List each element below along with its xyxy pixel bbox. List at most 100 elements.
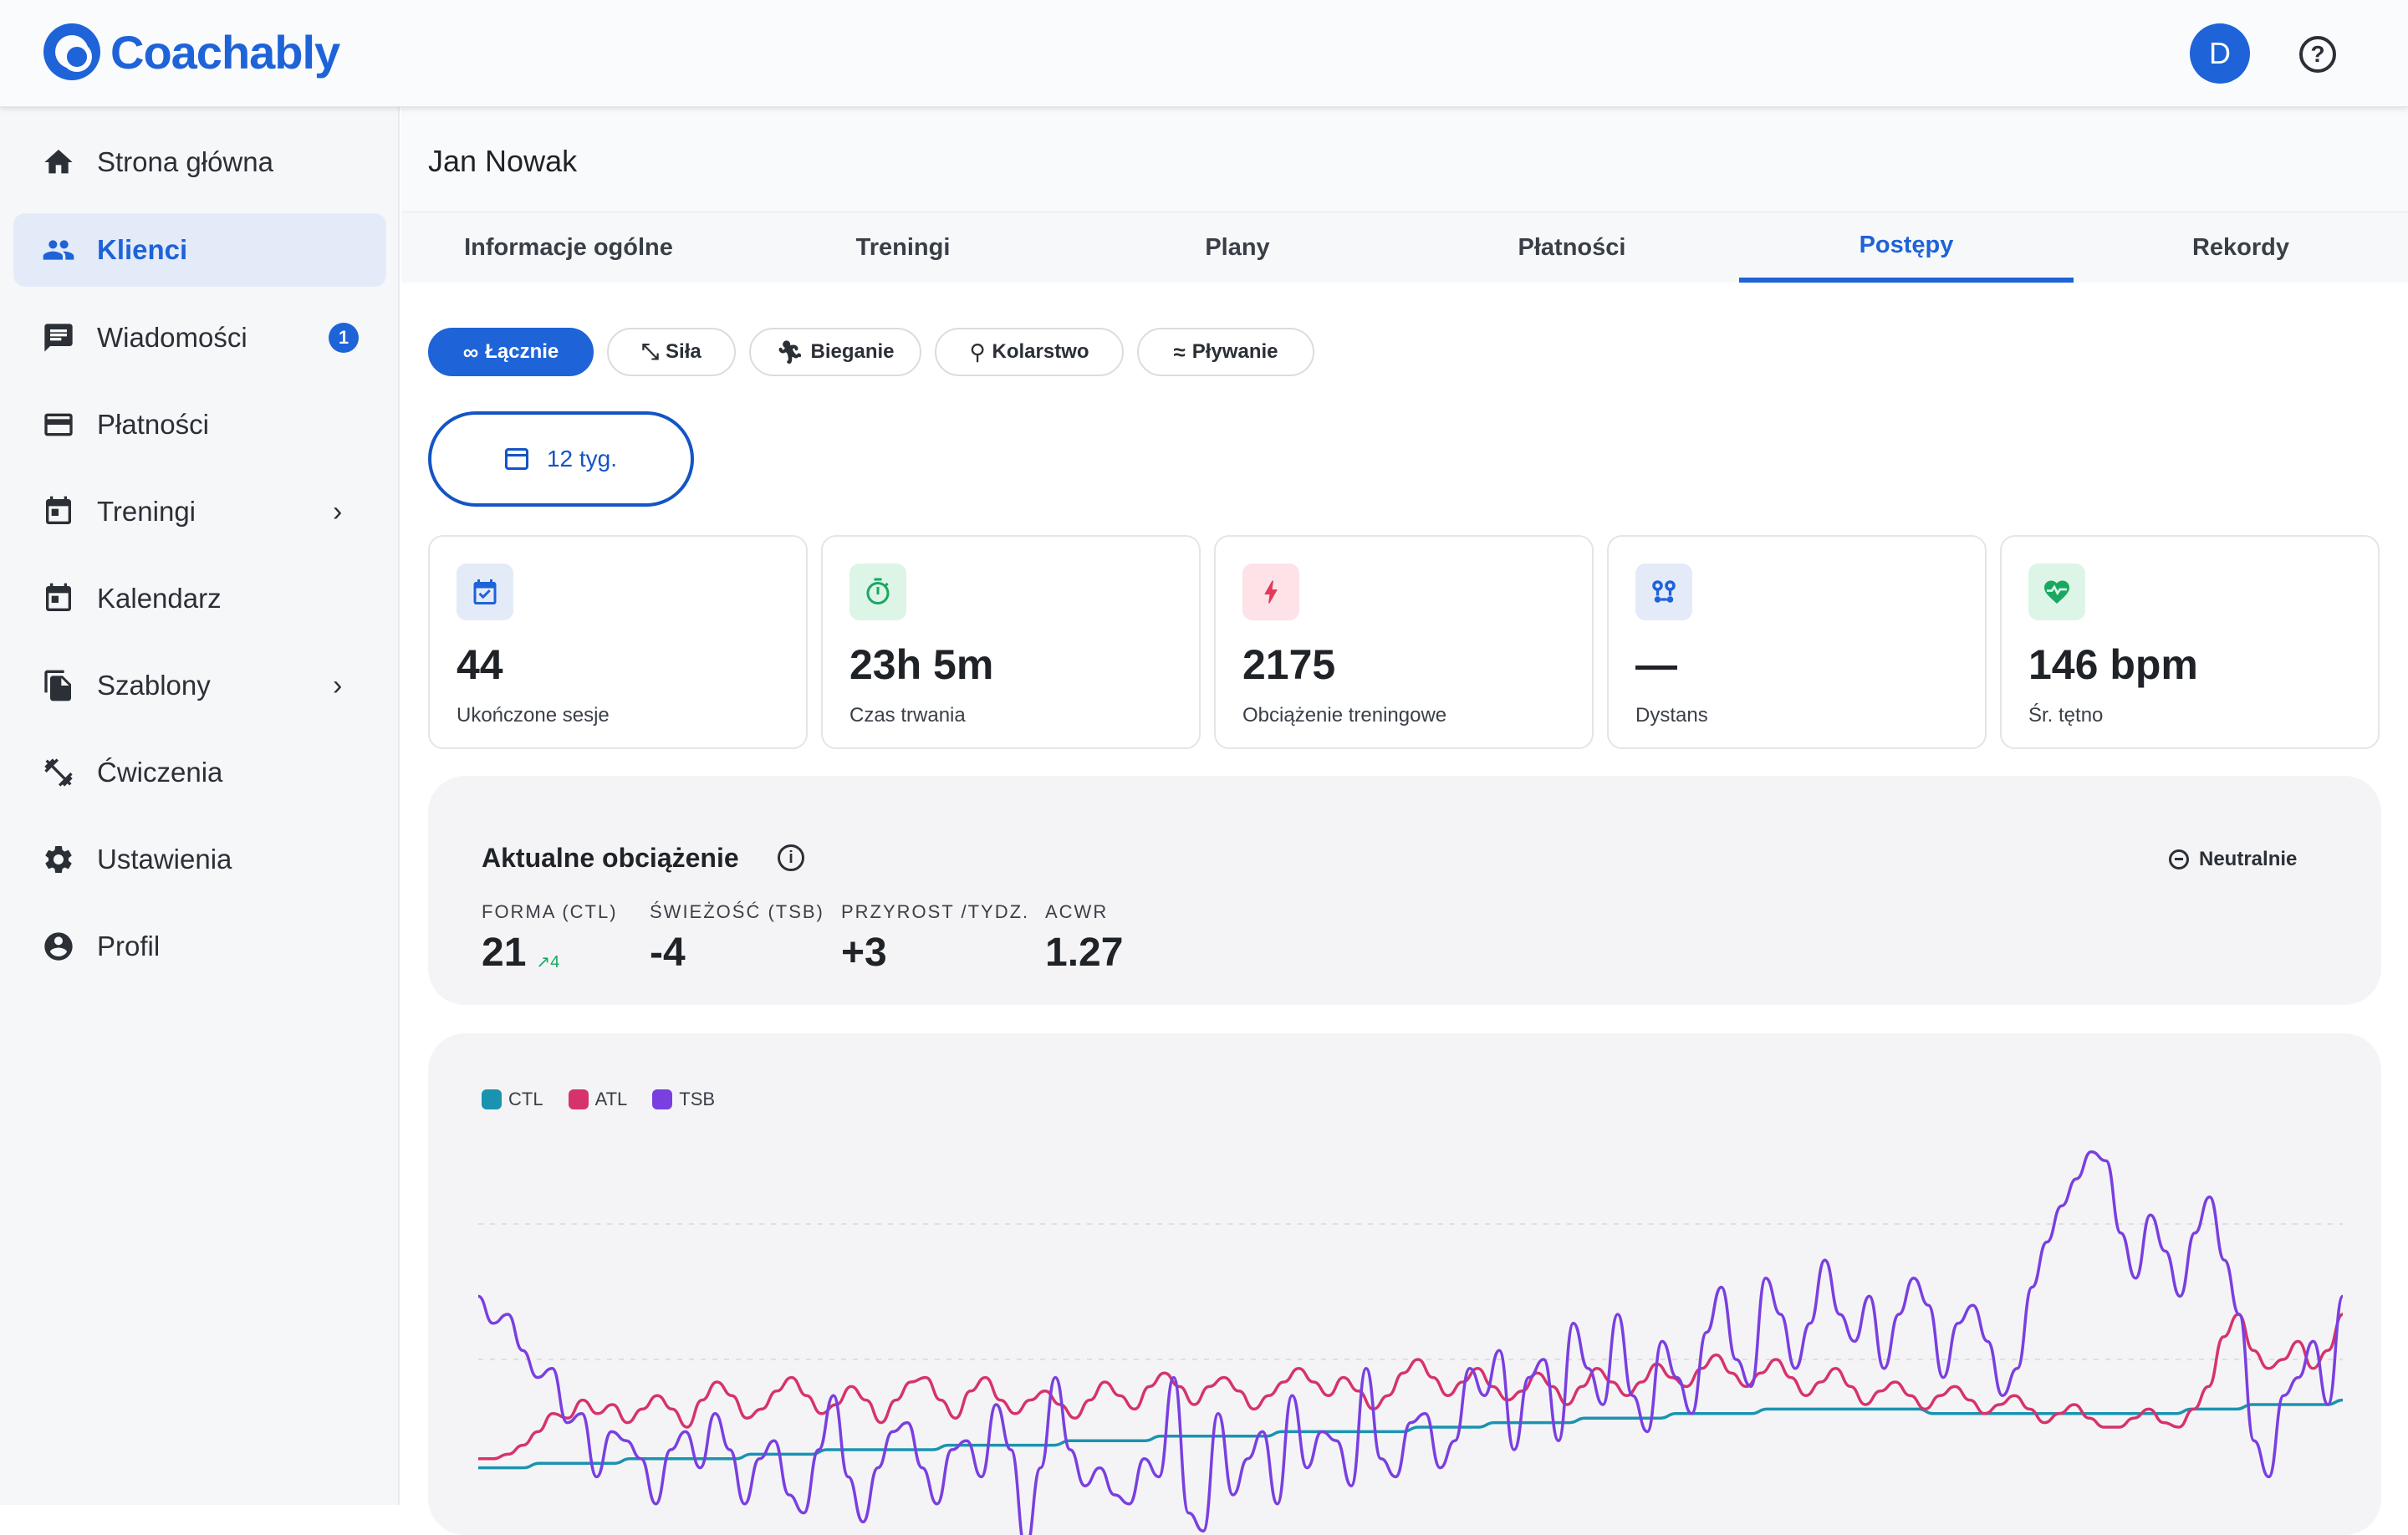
app-name: Coachably [110, 25, 340, 79]
bike-icon: ⚲ [969, 339, 986, 365]
stat-card-distance: — Dystans [1607, 535, 1987, 749]
sidebar-item-label: Klienci [97, 234, 188, 265]
sidebar-item-label: Treningi [97, 496, 196, 527]
copy-icon [42, 669, 75, 702]
bolt-icon [1242, 564, 1299, 620]
client-header: Jan Nowak [401, 107, 2408, 212]
filter-chip-running[interactable]: 🏃︎ Bieganie [749, 328, 921, 376]
stat-value: 146 bpm [2028, 641, 2198, 688]
metric-trend-value: 4 [550, 953, 560, 971]
sidebar-item-home[interactable]: Strona główna [13, 125, 386, 199]
chip-label: Siła [666, 340, 701, 363]
sidebar-item-payments[interactable]: Płatności [13, 388, 386, 462]
tab-plans[interactable]: Plany [1205, 233, 1270, 261]
run-icon: 🏃︎ [776, 339, 804, 365]
load-chart-card: CTL ATL TSB [428, 1033, 2381, 1535]
load-chart [477, 1150, 2344, 1535]
client-tabs: Informacje ogólne Treningi Plany Płatnoś… [401, 212, 2408, 283]
home-icon [42, 145, 75, 179]
stat-label: Dystans [1635, 704, 1708, 727]
stat-value: 44 [457, 641, 503, 688]
filter-chip-total[interactable]: ∞ Łącznie [428, 328, 594, 376]
metric-label: ŚWIEŻOŚĆ (TSB) [650, 901, 824, 922]
metric-acwr: ACWR 1.27 [1045, 901, 1123, 976]
sidebar-item-label: Profil [97, 931, 161, 961]
series-line-atl [477, 1313, 2344, 1461]
legend-label: ATL [594, 1089, 628, 1109]
people-icon [42, 233, 75, 267]
series-line-ctl [478, 1398, 2344, 1470]
sidebar-item-messages[interactable]: Wiadomości 1 [13, 301, 386, 375]
stat-card-heart-rate: 146 bpm Śr. tętno [2000, 535, 2380, 749]
chart-legend: CTL ATL TSB [482, 1089, 740, 1110]
heart-pulse-icon [2028, 564, 2085, 620]
chip-label: Łącznie [485, 340, 559, 363]
legend-swatch [568, 1089, 589, 1109]
legend-item-tsb[interactable]: TSB [652, 1089, 715, 1110]
calendar-icon [42, 582, 75, 615]
info-icon[interactable]: i [778, 844, 804, 871]
stat-value: — [1635, 641, 1677, 688]
current-load-title: Aktualne obciążenie [482, 843, 739, 873]
tab-records[interactable]: Rekordy [2191, 233, 2290, 261]
metric-value: +3 [841, 931, 887, 975]
sidebar-item-calendar[interactable]: Kalendarz [13, 562, 386, 635]
stat-value: 2175 [1242, 641, 1336, 688]
metric-label: PRZYROST /TYDZ. [841, 901, 1030, 922]
metric-weekly-ramp: PRZYROST /TYDZ. +3 [841, 901, 1029, 976]
tab-workouts[interactable]: Treningi [855, 233, 951, 261]
stat-label: Czas trwania [849, 704, 966, 727]
sidebar-item-exercises[interactable]: Ćwiczenia [13, 736, 386, 809]
metric-label: FORMA (CTL) [482, 901, 618, 922]
legend-swatch [652, 1089, 673, 1109]
sidebar: Strona główna Klienci Wiadomości 1 Płatn… [0, 107, 400, 1505]
help-icon[interactable]: ? [2299, 36, 2336, 73]
metric-tsb: ŚWIEŻOŚĆ (TSB) -4 [650, 901, 824, 976]
metric-ctl: FORMA (CTL) 21 ↗4 [482, 901, 618, 976]
metric-label: ACWR [1045, 901, 1109, 922]
sidebar-item-settings[interactable]: Ustawienia [13, 823, 386, 896]
tab-progress[interactable]: Postępy [1739, 212, 2074, 283]
period-label: 12 tyg. [546, 446, 618, 472]
dumbbell-icon: ⤡ [641, 339, 660, 364]
top-bar: Coachably D ? [0, 0, 2408, 107]
sidebar-item-label: Kalendarz [97, 583, 222, 614]
route-icon [1635, 564, 1692, 620]
legend-item-atl[interactable]: ATL [568, 1089, 628, 1110]
chat-icon [42, 321, 75, 354]
period-selector[interactable]: 12 tyg. [428, 411, 694, 507]
calendar-icon [42, 495, 75, 528]
app-logo[interactable]: Coachably [43, 23, 340, 80]
sidebar-item-label: Płatności [97, 409, 209, 440]
filter-chip-swimming[interactable]: ≈ Pływanie [1137, 328, 1314, 376]
legend-label: CTL [508, 1089, 543, 1109]
tab-general-info[interactable]: Informacje ogólne [464, 233, 673, 261]
metric-value: 21 ↗4 [482, 930, 618, 976]
stat-card-training-load: 2175 Obciążenie treningowe [1214, 535, 1594, 749]
sidebar-item-label: Wiadomości [97, 322, 247, 353]
metric-value: -4 [650, 931, 686, 975]
chevron-right-icon: › [333, 669, 343, 701]
filter-chip-cycling[interactable]: ⚲ Kolarstwo [935, 328, 1124, 376]
user-avatar[interactable]: D [2190, 23, 2250, 84]
trend-up-icon: ↗4 [536, 953, 560, 971]
swim-icon: ≈ [1173, 339, 1186, 365]
unread-badge: 1 [329, 323, 359, 353]
metric-value: 1.27 [1045, 931, 1124, 975]
legend-label: TSB [679, 1089, 716, 1109]
logo-mark-icon [43, 23, 100, 80]
sidebar-item-workouts[interactable]: Treningi › [13, 475, 386, 548]
dumbbell-icon [42, 756, 75, 789]
tab-payments[interactable]: Płatności [1518, 233, 1626, 261]
filter-chip-strength[interactable]: ⤡ Siła [607, 328, 736, 376]
account-circle-icon [42, 930, 75, 963]
sidebar-item-profile[interactable]: Profil [13, 910, 386, 983]
stat-card-duration: 23h 5m Czas trwania [821, 535, 1201, 749]
legend-swatch [482, 1089, 502, 1109]
legend-item-ctl[interactable]: CTL [482, 1089, 543, 1110]
chip-label: Pływanie [1191, 340, 1278, 363]
sidebar-item-clients[interactable]: Klienci [13, 213, 386, 287]
client-name: Jan Nowak [428, 144, 578, 178]
sidebar-item-templates[interactable]: Szablony › [13, 649, 386, 722]
sidebar-item-label: Ćwiczenia [97, 757, 223, 788]
